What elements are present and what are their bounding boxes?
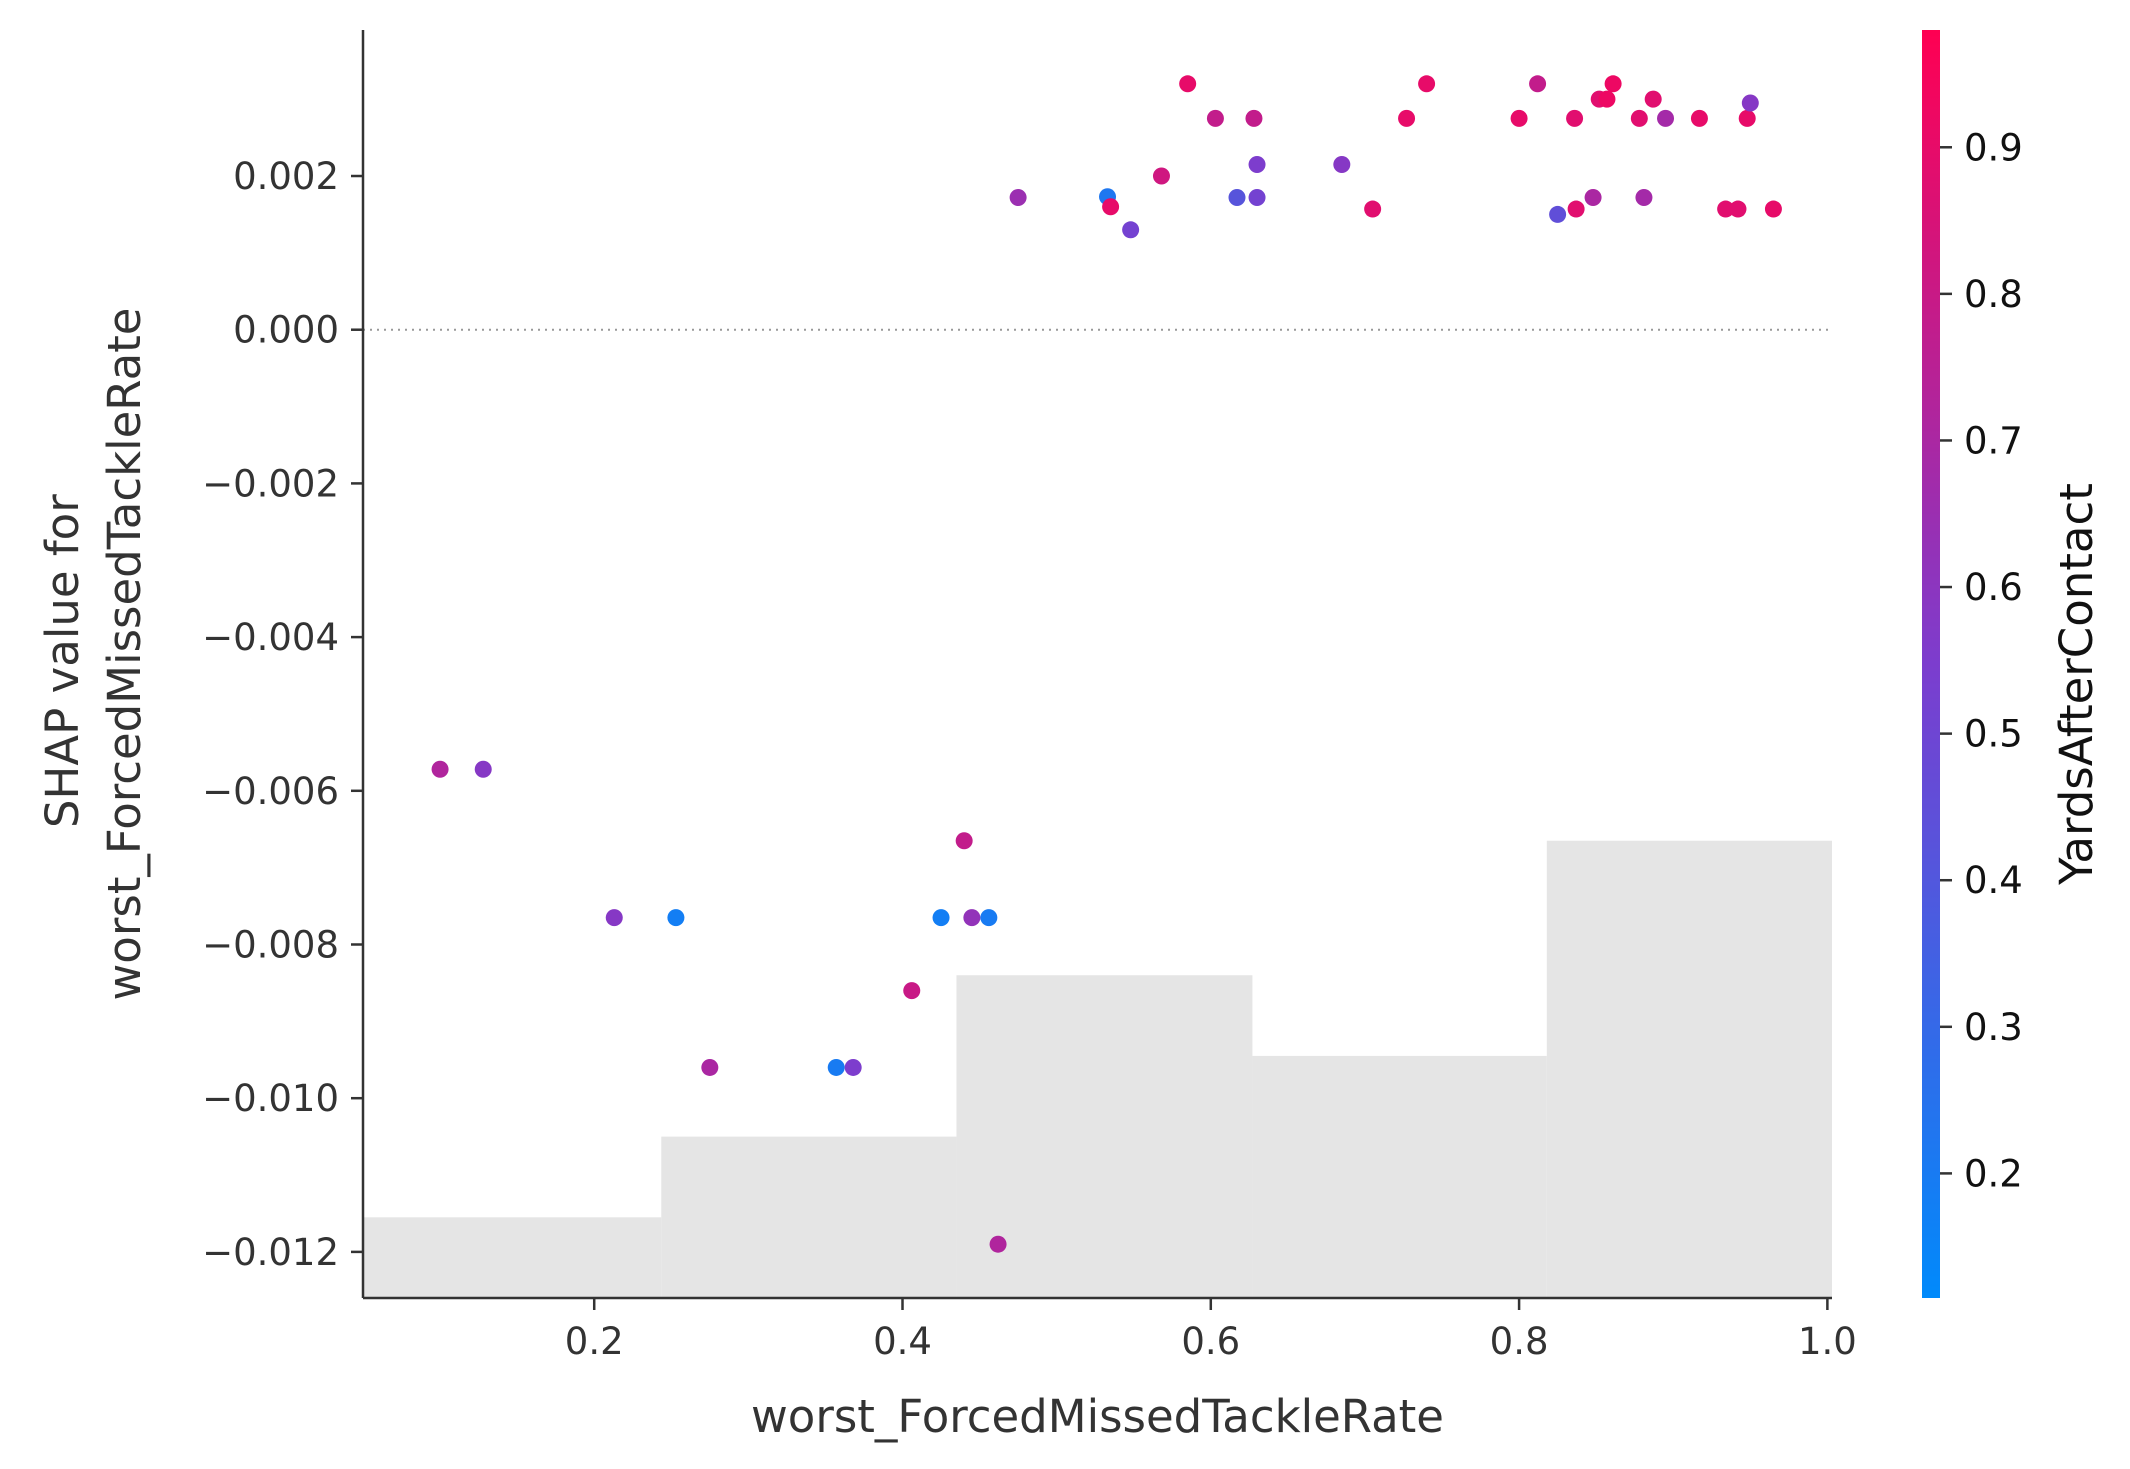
data-point-40 [844,1058,862,1076]
data-point-11 [1333,155,1351,173]
data-point-22 [1598,90,1616,108]
colorbar-tick-label-3: 0.5 [1964,713,2023,756]
histogram-bin-1 [661,1136,957,1298]
y-axis-label-line-1: SHAP value for [36,494,89,828]
colorbar-tick-label-7: 0.9 [1964,126,2023,169]
data-point-28 [1690,109,1708,127]
data-point-15 [1510,109,1528,127]
data-point-37 [667,909,685,927]
data-point-13 [1398,109,1416,127]
data-point-6 [1009,189,1027,207]
data-point-5 [1248,189,1266,207]
scatter-points [431,75,1782,1253]
data-point-31 [1738,109,1756,127]
histogram-bin-3 [1252,1055,1547,1298]
colorbar [1922,30,1940,1298]
data-point-39 [827,1058,845,1076]
y-tick-label-3: −0.004 [202,616,339,659]
data-point-34 [431,760,449,778]
data-point-26 [1644,90,1662,108]
colorbar-tick-label-6: 0.8 [1964,273,2023,316]
data-point-35 [474,760,492,778]
data-point-38 [701,1058,719,1076]
colorbar-tick-label-1: 0.3 [1964,1006,2023,1049]
data-point-16 [1529,75,1547,93]
histogram-bin-4 [1546,840,1832,1298]
data-point-36 [605,909,623,927]
data-point-41 [903,982,921,1000]
x-tick-label-1: 0.4 [873,1320,932,1363]
y-tick-label-7: −0.012 [202,1231,339,1274]
data-point-42 [932,909,950,927]
data-point-30 [1729,200,1747,218]
colorbar-ticks: 0.2 0.3 0.4 0.5 0.6 0.7 0.8 0.9 [1940,126,2023,1195]
data-point-24 [1630,109,1648,127]
colorbar-tick-label-5: 0.7 [1964,419,2023,462]
y-tick-label-5: −0.008 [202,923,339,966]
x-axis-ticks: 0.2 0.4 0.6 0.8 1.0 [565,1298,1857,1363]
colorbar-label: YardsAfterContact [2050,483,2103,886]
data-point-32 [1741,94,1759,112]
data-point-27 [1657,109,1675,127]
histogram-bin-0 [363,1217,662,1298]
feature-histogram [363,840,1832,1298]
data-point-46 [989,1235,1007,1253]
data-point-12 [1364,200,1382,218]
data-point-19 [1567,200,1585,218]
x-tick-label-4: 1.0 [1798,1320,1857,1363]
y-tick-label-2: −0.002 [202,462,339,505]
colorbar-tick-label-4: 0.6 [1964,566,2023,609]
x-tick-label-3: 0.8 [1490,1320,1549,1363]
data-point-4 [1228,189,1246,207]
data-point-10 [1152,167,1170,185]
data-point-0 [1179,75,1197,93]
y-axis-ticks: 0.002 0.000 −0.002 −0.004 −0.006 −0.008 −0.010… [202,155,363,1274]
y-axis-label: SHAP value for worst_ForcedMissedTackleR… [36,308,151,1001]
data-point-45 [980,909,998,927]
colorbar-tick-label-2: 0.4 [1964,859,2023,902]
data-point-18 [1566,109,1584,127]
data-point-3 [1248,155,1266,173]
data-point-29 [1717,200,1735,218]
data-point-25 [1635,189,1653,207]
x-axis-label: worst_ForcedMissedTackleRate [751,1390,1444,1443]
data-point-20 [1584,189,1602,207]
y-tick-label-4: −0.006 [202,770,339,813]
data-point-44 [963,909,981,927]
data-point-17 [1549,205,1567,223]
data-point-9 [1122,221,1140,239]
data-point-14 [1418,75,1436,93]
data-point-23 [1604,75,1622,93]
y-tick-label-6: −0.010 [202,1077,339,1120]
y-tick-label-1: 0.000 [233,309,339,352]
colorbar-tick-label-0: 0.2 [1964,1152,2023,1195]
data-point-43 [955,832,973,850]
x-tick-label-2: 0.6 [1181,1320,1240,1363]
data-point-33 [1764,200,1782,218]
x-tick-label-0: 0.2 [565,1320,624,1363]
data-point-8 [1102,198,1120,216]
data-point-2 [1245,109,1263,127]
y-axis-label-line-2: worst_ForcedMissedTackleRate [98,308,151,1001]
y-tick-label-0: 0.002 [233,155,339,198]
data-point-1 [1206,109,1224,127]
